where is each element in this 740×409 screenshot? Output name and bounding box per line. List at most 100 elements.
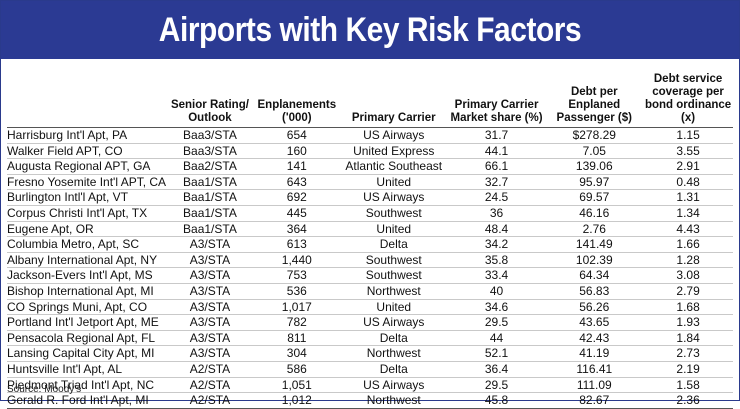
debt-coverage-cell: 2.73	[643, 345, 733, 362]
enplanements-cell: 1,440	[253, 252, 340, 269]
airport-name-cell: Lansing Capital City Apt, MI	[7, 345, 167, 362]
debt-coverage-cell: 2.36	[643, 392, 733, 409]
chart-title: Airports with Key Risk Factors	[158, 10, 582, 49]
market-share-cell: 36	[447, 205, 546, 222]
senior-rating-cell: A3/STA	[166, 345, 254, 362]
table-row: Albany International Apt, NY A3/STA 1,440 S…	[7, 252, 733, 269]
debt-per-passenger-cell: 64.34	[545, 267, 644, 284]
debt-per-passenger-cell: 56.26	[545, 299, 644, 316]
primary-carrier-cell: US Airways	[339, 189, 448, 206]
title-bar: Airports with Key Risk Factors	[1, 1, 739, 59]
airport-name-cell: Bishop International Apt, MI	[7, 283, 167, 300]
column-header-debt: Debt per Enplaned Passenger ($)	[545, 73, 644, 128]
debt-coverage-cell: 2.79	[643, 283, 733, 300]
market-share-cell: 48.4	[447, 221, 546, 238]
primary-carrier-cell: United	[339, 174, 448, 191]
market-share-cell: 66.1	[447, 158, 546, 175]
senior-rating-cell: Baa2/STA	[166, 158, 254, 175]
senior-rating-cell: A2/STA	[166, 361, 254, 378]
market-share-cell: 35.8	[447, 252, 546, 269]
market-share-cell: 36.4	[447, 361, 546, 378]
debt-per-passenger-cell: 42.43	[545, 330, 644, 347]
primary-carrier-cell: US Airways	[339, 127, 448, 144]
airport-name-cell: Burlington Intl'l Apt, VT	[7, 189, 167, 206]
primary-carrier-cell: Northwest	[339, 345, 448, 362]
debt-coverage-cell: 4.43	[643, 221, 733, 238]
enplanements-cell: 643	[253, 174, 340, 191]
debt-coverage-cell: 2.19	[643, 361, 733, 378]
primary-carrier-cell: Northwest	[339, 283, 448, 300]
debt-coverage-cell: 1.28	[643, 252, 733, 269]
table-row: Lansing Capital City Apt, MI A3/STA 304 Nor…	[7, 345, 733, 362]
airport-name-cell: Fresno Yosemite Int'l APT, CA	[7, 174, 167, 191]
airport-name-cell: Columbia Metro, Apt, SC	[7, 236, 167, 253]
primary-carrier-cell: United Express	[339, 143, 448, 160]
enplanements-cell: 613	[253, 236, 340, 253]
column-header-rating-label: Senior Rating/ Outlook	[170, 99, 249, 124]
senior-rating-cell: A2/STA	[166, 377, 254, 394]
senior-rating-cell: A2/STA	[166, 392, 254, 409]
market-share-cell: 32.7	[447, 174, 546, 191]
column-header-debt-label: Debt per Enplaned Passenger ($)	[556, 86, 632, 124]
debt-per-passenger-cell: 139.06	[545, 158, 644, 175]
market-share-cell: 24.5	[447, 189, 546, 206]
debt-coverage-cell: 1.66	[643, 236, 733, 253]
primary-carrier-cell: US Airways	[339, 314, 448, 331]
column-header-carrier-label: Primary Carrier	[351, 112, 436, 124]
senior-rating-cell: Baa1/STA	[166, 189, 254, 206]
senior-rating-cell: A3/STA	[166, 330, 254, 347]
table-row: Fresno Yosemite Int'l APT, CA Baa1/STA 643…	[7, 174, 733, 191]
table-row: Huntsville Int'l Apt, AL A2/STA 586 Delta 36…	[7, 361, 733, 378]
debt-per-passenger-cell: 82.67	[545, 392, 644, 409]
primary-carrier-cell: Southwest	[339, 252, 448, 269]
risk-factors-table: Senior Rating/ Outlook Enplanements ('00…	[7, 73, 733, 409]
table-row: Corpus Christi Int'l Apt, TX Baa1/STA 445 S…	[7, 205, 733, 222]
enplanements-cell: 586	[253, 361, 340, 378]
market-share-cell: 40	[447, 283, 546, 300]
enplanements-cell: 654	[253, 127, 340, 144]
debt-per-passenger-cell: 102.39	[545, 252, 644, 269]
debt-coverage-cell: 1.93	[643, 314, 733, 331]
table-container: Senior Rating/ Outlook Enplanements ('00…	[7, 73, 733, 409]
market-share-cell: 31.7	[447, 127, 546, 144]
senior-rating-cell: Baa1/STA	[166, 174, 254, 191]
debt-per-passenger-cell: 43.65	[545, 314, 644, 331]
primary-carrier-cell: United	[339, 221, 448, 238]
column-header-enplanements: Enplanements ('000)	[253, 73, 340, 128]
senior-rating-cell: Baa3/STA	[166, 143, 254, 160]
market-share-cell: 45.8	[447, 392, 546, 409]
airport-name-cell: Jackson-Evers Int'l Apt, MS	[7, 267, 167, 284]
senior-rating-cell: A3/STA	[166, 236, 254, 253]
table-row: Jackson-Evers Int'l Apt, MS A3/STA 753 Sout…	[7, 267, 733, 284]
primary-carrier-cell: Southwest	[339, 205, 448, 222]
debt-per-passenger-cell: 46.16	[545, 205, 644, 222]
enplanements-cell: 782	[253, 314, 340, 331]
market-share-cell: 44.1	[447, 143, 546, 160]
debt-per-passenger-cell: 56.83	[545, 283, 644, 300]
airport-name-cell: Walker Field APT, CO	[7, 143, 167, 160]
debt-coverage-cell: 3.08	[643, 267, 733, 284]
market-share-cell: 29.5	[447, 377, 546, 394]
table-row: Walker Field APT, CO Baa3/STA 160 United Ex…	[7, 143, 733, 160]
table-row: Piedmont Triad Int'l Apt, NC A2/STA 1,051 U…	[7, 377, 733, 394]
column-header-carrier: Primary Carrier	[339, 73, 448, 128]
primary-carrier-cell: Delta	[339, 330, 448, 347]
primary-carrier-cell: Delta	[339, 361, 448, 378]
primary-carrier-cell: United	[339, 299, 448, 316]
senior-rating-cell: Baa1/STA	[166, 221, 254, 238]
airport-name-cell: Piedmont Triad Int'l Apt, NC	[7, 377, 167, 394]
senior-rating-cell: Baa3/STA	[166, 127, 254, 144]
enplanements-cell: 536	[253, 283, 340, 300]
debt-coverage-cell: 1.84	[643, 330, 733, 347]
table-row: Portland Int'l Jetport Apt, ME A3/STA 782 U…	[7, 314, 733, 331]
debt-per-passenger-cell: 95.97	[545, 174, 644, 191]
column-header-airport	[7, 73, 167, 128]
debt-per-passenger-cell: 116.41	[545, 361, 644, 378]
debt-per-passenger-cell: 2.76	[545, 221, 644, 238]
airport-name-cell: Pensacola Regional Apt, FL	[7, 330, 167, 347]
market-share-cell: 34.2	[447, 236, 546, 253]
primary-carrier-cell: US Airways	[339, 377, 448, 394]
table-body: Harrisburg Int'l Apt, PA Baa3/STA 654 US Ai…	[7, 127, 733, 409]
senior-rating-cell: A3/STA	[166, 314, 254, 331]
debt-per-passenger-cell: 7.05	[545, 143, 644, 160]
